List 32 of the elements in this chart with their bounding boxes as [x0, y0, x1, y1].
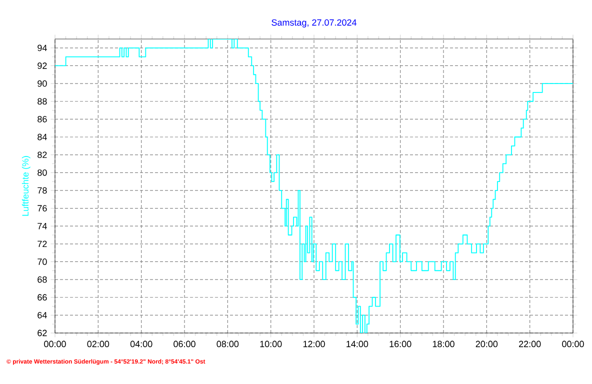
x-tick-label: 12:00	[303, 340, 325, 348]
y-tick-label: 76	[38, 205, 47, 212]
x-tick-label: 06:00	[174, 340, 196, 348]
x-tick-label: 08:00	[216, 340, 239, 348]
y-tick-label: 88	[38, 98, 47, 105]
y-tick-label: 64	[38, 312, 47, 318]
y-tick-label: 72	[38, 240, 47, 248]
x-tick-label: 14:00	[346, 340, 368, 348]
y-tick-label: 84	[38, 134, 47, 140]
y-tick-label: 66	[38, 294, 47, 301]
x-tick-label: 04:00	[130, 340, 152, 348]
y-tick-label: 74	[38, 222, 47, 230]
y-axis-title: Luftfeuchte (%)	[22, 156, 30, 216]
y-tick-label: 78	[38, 187, 47, 194]
y-tick-label: 92	[38, 62, 47, 69]
x-tick-label: 16:00	[390, 340, 412, 348]
x-tick-label: 02:00	[87, 340, 110, 348]
y-tick-label: 86	[38, 116, 47, 122]
chart-title: Samstag, 27.07.2024	[272, 19, 356, 28]
y-tick-label: 68	[38, 276, 47, 283]
y-tick-label: 62	[38, 330, 47, 336]
y-tick-label: 80	[38, 169, 47, 176]
x-tick-label: 00:00	[562, 340, 584, 348]
x-tick-label: 00:00	[44, 340, 66, 348]
y-tick-label: 82	[38, 152, 47, 158]
x-tick-label: 22:00	[519, 340, 541, 348]
x-tick-label: 18:00	[432, 340, 454, 348]
y-tick-label: 94	[38, 44, 47, 52]
y-tick-label: 90	[38, 80, 47, 87]
y-tick-label: 70	[38, 258, 47, 265]
x-tick-label: 20:00	[476, 340, 498, 348]
x-tick-label: 10:00	[260, 340, 282, 348]
